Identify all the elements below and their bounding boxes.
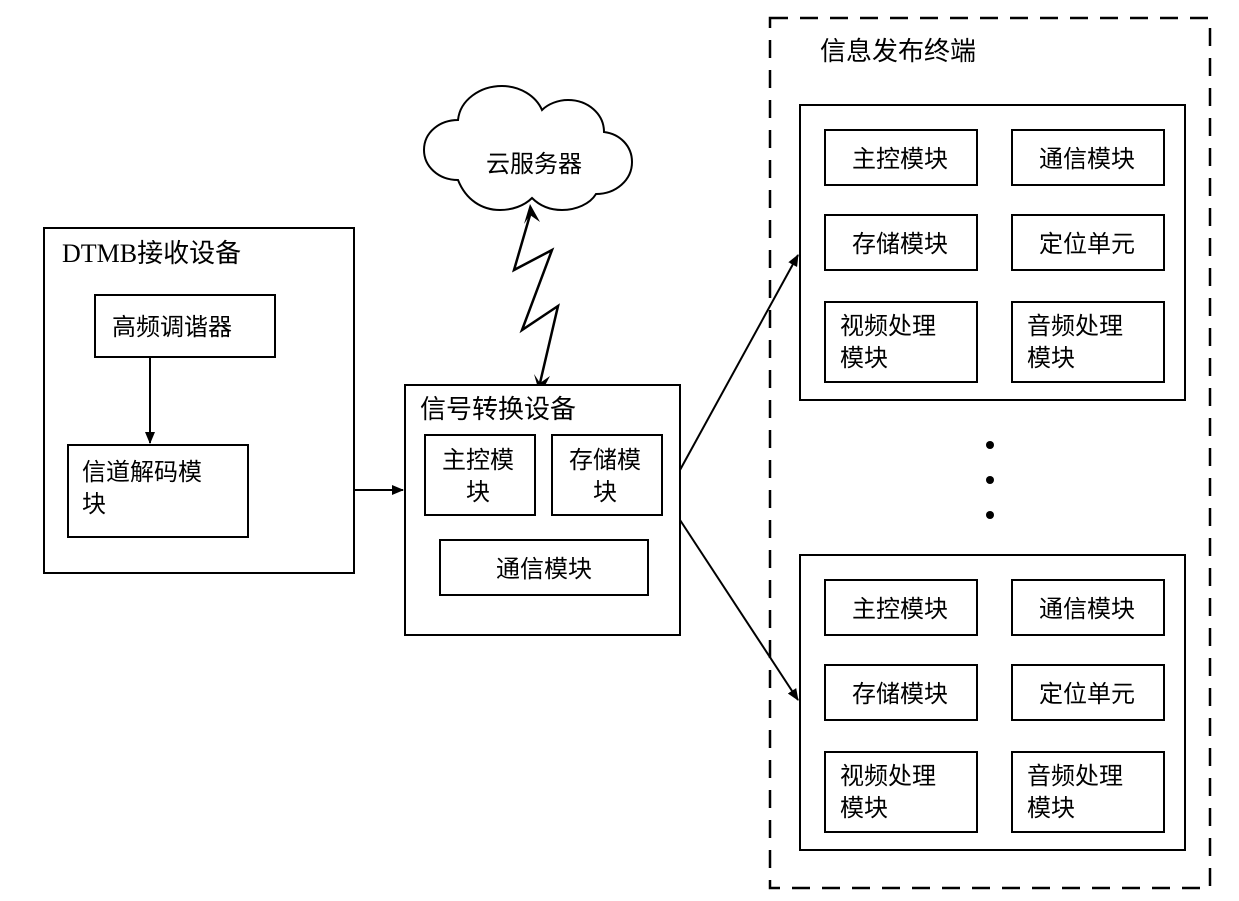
t-bot-comm: 通信模块 xyxy=(1039,596,1135,623)
t-bot-video-l1: 视频处理 xyxy=(840,763,936,790)
converter-main-l1: 主控模 xyxy=(442,447,514,474)
t-bot-audio-l2: 模块 xyxy=(1027,795,1075,822)
t-bot-main: 主控模块 xyxy=(852,596,948,623)
t-top-audio-l1: 音频处理 xyxy=(1027,313,1123,340)
cloud-label: 云服务器 xyxy=(486,151,582,178)
t-top-pos: 定位单元 xyxy=(1039,231,1135,258)
arrow-converter-terminal-bottom xyxy=(680,520,798,700)
arrow-converter-terminal-top xyxy=(680,255,798,470)
system-diagram: 信息发布终端 DTMB接收设备 高频调谐器 信道解码模 块 云服务器 信号转换设… xyxy=(0,0,1239,901)
converter-store-l1: 存储模 xyxy=(569,447,641,474)
decoder-label-l1: 信道解码模 xyxy=(82,459,202,486)
converter-title: 信号转换设备 xyxy=(420,395,576,424)
t-top-video-l1: 视频处理 xyxy=(840,313,936,340)
decoder-box xyxy=(68,445,248,537)
terminal-group-title: 信息发布终端 xyxy=(820,37,976,66)
t-bot-video-l2: 模块 xyxy=(840,795,888,822)
t-top-store: 存储模块 xyxy=(852,231,948,258)
t-top-main: 主控模块 xyxy=(852,146,948,173)
dtmb-title: DTMB接收设备 xyxy=(62,239,241,268)
t-top-comm: 通信模块 xyxy=(1039,146,1135,173)
ellipsis-dot xyxy=(986,441,994,449)
lightning-icon xyxy=(514,204,558,395)
converter-main-l2: 块 xyxy=(466,479,490,506)
t-bot-store: 存储模块 xyxy=(852,681,948,708)
t-top-audio-l2: 模块 xyxy=(1027,345,1075,372)
t-bot-audio-l1: 音频处理 xyxy=(1027,763,1123,790)
t-bot-pos: 定位单元 xyxy=(1039,681,1135,708)
converter-store-l2: 块 xyxy=(593,479,617,506)
ellipsis-dot xyxy=(986,476,994,484)
converter-comm-label: 通信模块 xyxy=(496,556,592,583)
tuner-label: 高频调谐器 xyxy=(112,314,232,341)
cloud-icon: 云服务器 xyxy=(424,86,632,210)
decoder-label-l2: 块 xyxy=(82,491,106,518)
ellipsis-dot xyxy=(986,511,994,519)
t-top-video-l2: 模块 xyxy=(840,345,888,372)
